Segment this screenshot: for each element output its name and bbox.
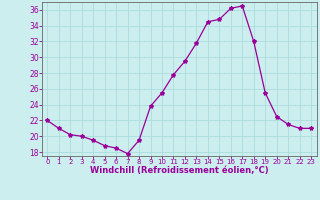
X-axis label: Windchill (Refroidissement éolien,°C): Windchill (Refroidissement éolien,°C) <box>90 166 268 175</box>
